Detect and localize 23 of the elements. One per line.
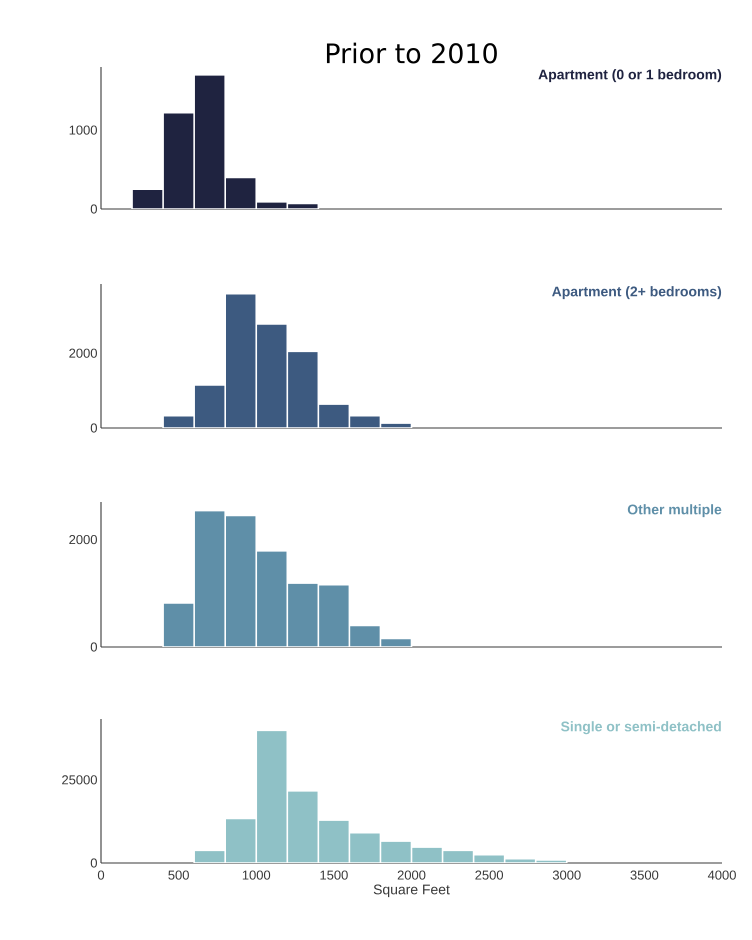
text: Single or semi-detached [560,721,721,734]
x-tick-label: 1000 [242,870,270,880]
x-tick-label: 0 [98,870,104,880]
text: Apartment (2+ bedrooms) [552,286,722,300]
y-tick-label: 0 [90,858,97,868]
x-tick-label: 3000 [552,870,581,880]
x-tick-label: 3500 [630,870,658,880]
x-tick-label: 2500 [475,870,504,880]
x-tick-label: 1500 [320,870,348,880]
y-tick-label: 25000 [62,775,97,784]
x-tick-label: 4000 [708,870,736,880]
x-tick-label: 2000 [398,870,426,880]
y-tick-label: 2000 [69,348,97,358]
y-tick-label: 0 [90,642,97,652]
chart-title: Prior to 2010 [326,42,497,64]
x-tick-label: 500 [168,870,189,880]
text: Other multiple [628,504,722,518]
x-axis-title: Square Feet [374,884,450,898]
y-tick-label: 2000 [69,534,97,544]
y-tick-label: 0 [90,204,97,214]
y-tick-label: 1000 [70,126,97,135]
text: Apartment (0 or 1 bedroom) [538,69,722,82]
y-tick-label: 0 [90,423,97,433]
